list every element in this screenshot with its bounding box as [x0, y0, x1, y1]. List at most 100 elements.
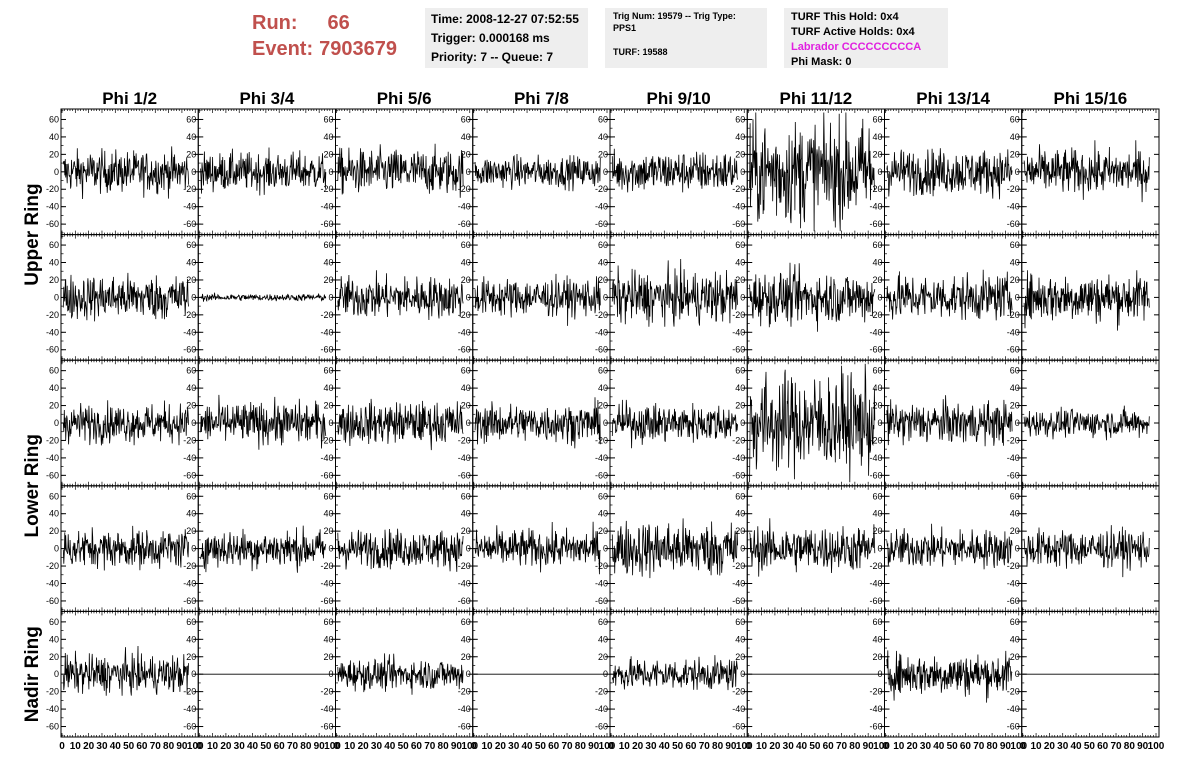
y-tick-label: 0: [328, 292, 333, 302]
y-tick-label: 60: [49, 617, 59, 627]
y-tick-label: -60: [1007, 219, 1020, 229]
y-tick-label: -60: [320, 345, 333, 355]
x-tick-label: 60: [274, 741, 286, 752]
y-tick-label: 60: [186, 366, 196, 376]
y-tick-label: 20: [598, 526, 608, 536]
y-tick-label: -20: [320, 184, 333, 194]
y-tick-label: -40: [595, 202, 608, 212]
y-tick-label: -60: [46, 722, 59, 732]
x-tick-label: 30: [234, 741, 246, 752]
y-tick-label: 60: [186, 491, 196, 501]
y-tick-label: -20: [46, 310, 59, 320]
waveform-trace: [474, 153, 601, 192]
waveform-trace: [886, 523, 1013, 570]
y-tick-label: -20: [183, 184, 196, 194]
turf-active-text: TURF Active Holds: 0x4: [791, 26, 915, 38]
y-tick-label: 40: [323, 132, 333, 142]
y-tick-label: 20: [461, 526, 471, 536]
y-tick-label: 40: [323, 383, 333, 393]
row-title: Nadir Ring: [22, 626, 43, 722]
y-tick-label: 20: [323, 149, 333, 159]
y-tick-label: 0: [54, 292, 59, 302]
y-tick-label: 20: [1010, 149, 1020, 159]
y-tick-label: 40: [49, 509, 59, 519]
y-tick-label: -40: [732, 453, 745, 463]
y-tick-label: 0: [328, 669, 333, 679]
x-tick-label: 80: [163, 741, 175, 752]
waveform-trace: [337, 653, 464, 695]
run-event-box: Run: 66 Event: 7903679: [252, 10, 397, 62]
y-tick-label: 0: [466, 669, 471, 679]
waveform-trace: [611, 258, 738, 327]
y-tick-label: -20: [46, 435, 59, 445]
y-tick-label: 20: [872, 401, 882, 411]
y-tick-label: 20: [323, 275, 333, 285]
y-tick-label: -40: [595, 578, 608, 588]
y-tick-label: 20: [49, 149, 59, 159]
y-tick-label: 0: [877, 292, 882, 302]
x-tick-label: 80: [438, 741, 450, 752]
y-tick-label: 0: [54, 167, 59, 177]
x-tick-label: 40: [247, 741, 259, 752]
y-tick-label: -40: [1007, 327, 1020, 337]
y-tick-label: -60: [46, 596, 59, 606]
x-tick-label: 10: [70, 741, 82, 752]
x-tick-label: 80: [300, 741, 312, 752]
y-tick-label: 60: [1010, 366, 1020, 376]
x-tick-label: 30: [96, 741, 108, 752]
panel-frame: [746, 485, 885, 612]
y-tick-label: 0: [877, 167, 882, 177]
y-tick-label: 0: [740, 418, 745, 428]
waveform-trace: [886, 269, 1013, 321]
run-value: 66: [327, 12, 350, 34]
y-tick-label: 0: [1015, 167, 1020, 177]
waveform-trace: [1023, 525, 1150, 578]
x-tick-label: 40: [110, 741, 122, 752]
y-tick-label: -20: [869, 561, 882, 571]
waveform-trace: [1023, 405, 1150, 441]
y-tick-label: -40: [732, 202, 745, 212]
y-tick-label: -20: [595, 561, 608, 571]
column-title: Phi 13/14: [916, 89, 990, 108]
y-tick-label: -20: [458, 184, 471, 194]
y-tick-label: -60: [183, 596, 196, 606]
y-tick-label: 20: [735, 526, 745, 536]
y-tick-label: -20: [183, 435, 196, 445]
y-tick-label: 60: [598, 240, 608, 250]
x-tick-label: 90: [314, 741, 326, 752]
y-tick-label: -40: [320, 704, 333, 714]
y-tick-label: -60: [595, 345, 608, 355]
y-tick-label: -20: [595, 184, 608, 194]
y-tick-label: -40: [732, 578, 745, 588]
y-tick-label: 60: [323, 617, 333, 627]
y-tick-label: 0: [603, 167, 608, 177]
x-tick-label: 0: [334, 741, 340, 752]
y-tick-label: 40: [1010, 383, 1020, 393]
y-tick-label: -60: [732, 470, 745, 480]
y-tick-label: 60: [598, 114, 608, 124]
y-tick-label: 40: [872, 509, 882, 519]
y-tick-label: -20: [46, 687, 59, 697]
y-tick-label: -40: [869, 578, 882, 588]
waveform-trace: [611, 399, 738, 449]
y-tick-label: 0: [603, 418, 608, 428]
y-tick-label: 40: [1010, 509, 1020, 519]
y-tick-label: 60: [598, 366, 608, 376]
y-tick-label: 0: [740, 292, 745, 302]
y-tick-label: -40: [458, 202, 471, 212]
x-tick-label: 50: [398, 741, 410, 752]
y-tick-label: 40: [186, 132, 196, 142]
y-tick-label: -20: [869, 184, 882, 194]
y-tick-label: -40: [183, 202, 196, 212]
y-tick-label: 60: [735, 366, 745, 376]
y-tick-label: 60: [872, 240, 882, 250]
y-tick-label: 40: [49, 258, 59, 268]
y-tick-label: 60: [49, 240, 59, 250]
y-tick-label: -60: [458, 470, 471, 480]
y-tick-label: 0: [191, 418, 196, 428]
y-tick-label: -20: [1007, 435, 1020, 445]
y-tick-label: 20: [1010, 526, 1020, 536]
y-tick-label: -60: [458, 596, 471, 606]
y-tick-label: -40: [320, 202, 333, 212]
y-tick-label: 0: [54, 418, 59, 428]
